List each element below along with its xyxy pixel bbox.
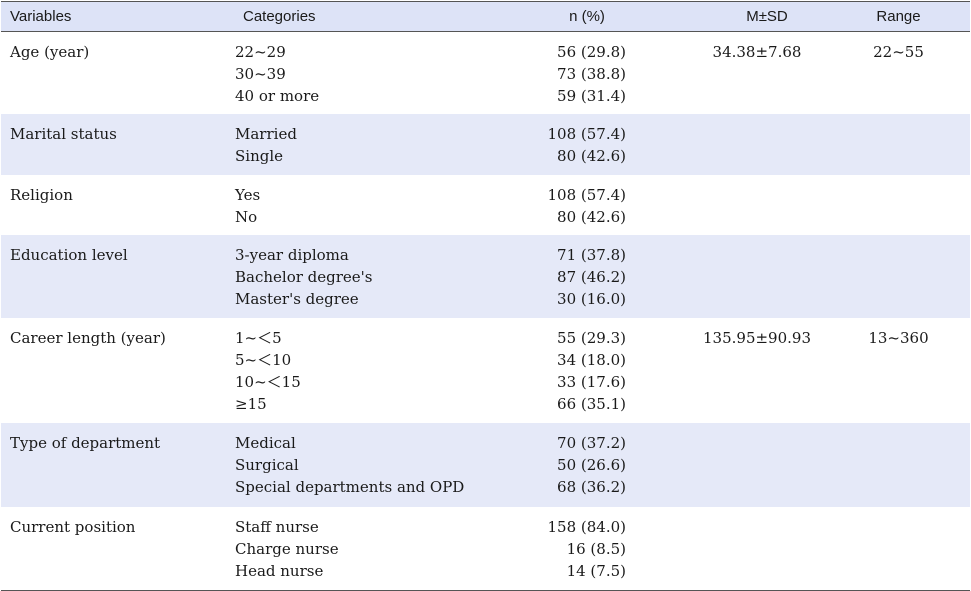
msd-cell xyxy=(647,423,827,507)
category-item: 40 or more xyxy=(235,87,320,105)
categories-cell: Married Single xyxy=(234,114,481,175)
n-pct-cell: 70 (37.2) 50 (26.6) 68 (36.2) xyxy=(481,423,647,507)
table-row: Age (year) 22~29 30~39 40 or more 56 (29.8) 7… xyxy=(1,32,970,114)
msd-cell: 135.95±90.93 xyxy=(703,328,811,347)
category-item: 22~29 xyxy=(235,43,286,61)
n-pct-cell: 55 (29.3) 34 (18.0) 33 (17.6) 66 (35.1) xyxy=(481,318,647,423)
category-item: Master's degree xyxy=(235,289,359,308)
table-row: Type of department Medical Surgical Special… xyxy=(1,422,970,507)
category-item: Staff nurse xyxy=(235,517,319,536)
variable-cell: Age (year) xyxy=(10,43,90,61)
table-row: Education level 3-year diploma Bachelor de… xyxy=(1,234,970,318)
categories-cell: 3-year diploma Bachelor degree's Master's … xyxy=(234,235,481,318)
categories-cell: Medical Surgical Special departments and O… xyxy=(234,423,481,507)
n-pct-value: 80 (42.6) xyxy=(557,207,626,226)
n-pct-cell: 108 (57.4) 80 (42.6) xyxy=(481,175,647,235)
header-range: Range xyxy=(876,8,921,25)
n-pct-value: 59 (31.4) xyxy=(557,87,626,105)
category-item: 5~＜10 xyxy=(235,350,292,369)
category-item: 30~39 xyxy=(235,65,286,83)
n-pct-cell: 108 (57.4) 80 (42.6) xyxy=(481,114,647,175)
range-cell: 22~55 xyxy=(873,43,924,61)
variable-cell: Current position xyxy=(10,517,136,536)
category-item: Charge nurse xyxy=(235,539,339,558)
categories-cell: Staff nurse Charge nurse Head nurse xyxy=(234,507,481,591)
range-cell: 13~360 xyxy=(868,328,929,347)
header-msd: M±SD xyxy=(746,8,788,25)
header-categories: Categories xyxy=(243,8,316,25)
header-row: Variables Categories n (%) M±SD Range xyxy=(1,1,970,32)
n-pct-value: 66 (35.1) xyxy=(557,394,626,413)
category-item: Single xyxy=(235,146,284,165)
category-item: Special departments and OPD xyxy=(235,477,465,496)
header-variables: Variables xyxy=(10,8,72,25)
n-pct-value: 71 (37.8) xyxy=(557,245,626,264)
category-item: Medical xyxy=(235,433,296,452)
msd-cell xyxy=(647,114,827,175)
msd-cell xyxy=(647,175,827,235)
category-item: No xyxy=(235,207,258,226)
variable-cell: Religion xyxy=(10,185,73,204)
category-item: 1~＜5 xyxy=(235,328,282,347)
n-pct-value: 14 (7.5) xyxy=(566,561,626,580)
categories-cell: 22~29 30~39 40 or more xyxy=(234,32,481,114)
n-pct-value: 55 (29.3) xyxy=(557,328,626,347)
range-cell xyxy=(827,507,970,591)
n-pct-cell: 71 (37.8) 87 (46.2) 30 (16.0) xyxy=(481,235,647,318)
table-row: Marital status Married Single 108 (57.4) 80 … xyxy=(1,113,970,175)
category-item: Head nurse xyxy=(235,561,324,580)
categories-cell: 1~＜5 5~＜10 10~＜15 ≥15 xyxy=(234,318,481,423)
variable-cell: Education level xyxy=(10,245,128,264)
variable-cell: Type of department xyxy=(10,433,161,452)
msd-cell xyxy=(647,507,827,591)
range-cell xyxy=(827,423,970,507)
n-pct-value: 33 (17.6) xyxy=(557,372,626,391)
category-item: ≥15 xyxy=(235,394,267,413)
variable-cell: Career length (year) xyxy=(10,328,166,347)
table-row: Career length (year) 1~＜5 5~＜10 10~＜15 ≥15 55… xyxy=(1,318,970,423)
n-pct-value: 16 (8.5) xyxy=(566,539,626,558)
n-pct-value: 68 (36.2) xyxy=(557,477,626,496)
msd-cell: 34.38±7.68 xyxy=(712,43,802,61)
n-pct-value: 87 (46.2) xyxy=(557,267,626,286)
n-pct-value: 80 (42.6) xyxy=(557,146,626,165)
category-item: 3-year diploma xyxy=(235,245,349,264)
variable-cell: Marital status xyxy=(10,124,117,143)
n-pct-value: 108 (57.4) xyxy=(547,185,626,204)
header-n-pct: n (%) xyxy=(569,8,605,25)
table-row: Current position Staff nurse Charge nurse H… xyxy=(1,507,970,591)
n-pct-value: 56 (29.8) xyxy=(557,43,626,61)
category-item: 10~＜15 xyxy=(235,372,301,391)
category-item: Yes xyxy=(235,185,261,204)
table-row: Religion Yes No 108 (57.4) 80 (42.6) xyxy=(1,175,970,235)
n-pct-value: 158 (84.0) xyxy=(547,517,626,536)
n-pct-value: 70 (37.2) xyxy=(557,433,626,452)
n-pct-value: 50 (26.6) xyxy=(557,455,626,474)
category-item: Married xyxy=(235,124,297,143)
n-pct-cell: 158 (84.0) 16 (8.5) 14 (7.5) xyxy=(481,507,647,591)
n-pct-value: 73 (38.8) xyxy=(557,65,626,83)
n-pct-value: 30 (16.0) xyxy=(557,289,626,308)
n-pct-value: 34 (18.0) xyxy=(557,350,626,369)
category-item: Surgical xyxy=(235,455,299,474)
range-cell xyxy=(827,235,970,318)
n-pct-cell: 56 (29.8) 73 (38.8) 59 (31.4) xyxy=(481,32,647,114)
range-cell xyxy=(827,175,970,235)
categories-cell: Yes No xyxy=(234,175,481,235)
category-item: Bachelor degree's xyxy=(235,267,373,286)
msd-cell xyxy=(647,235,827,318)
n-pct-value: 108 (57.4) xyxy=(547,124,626,143)
range-cell xyxy=(827,114,970,175)
